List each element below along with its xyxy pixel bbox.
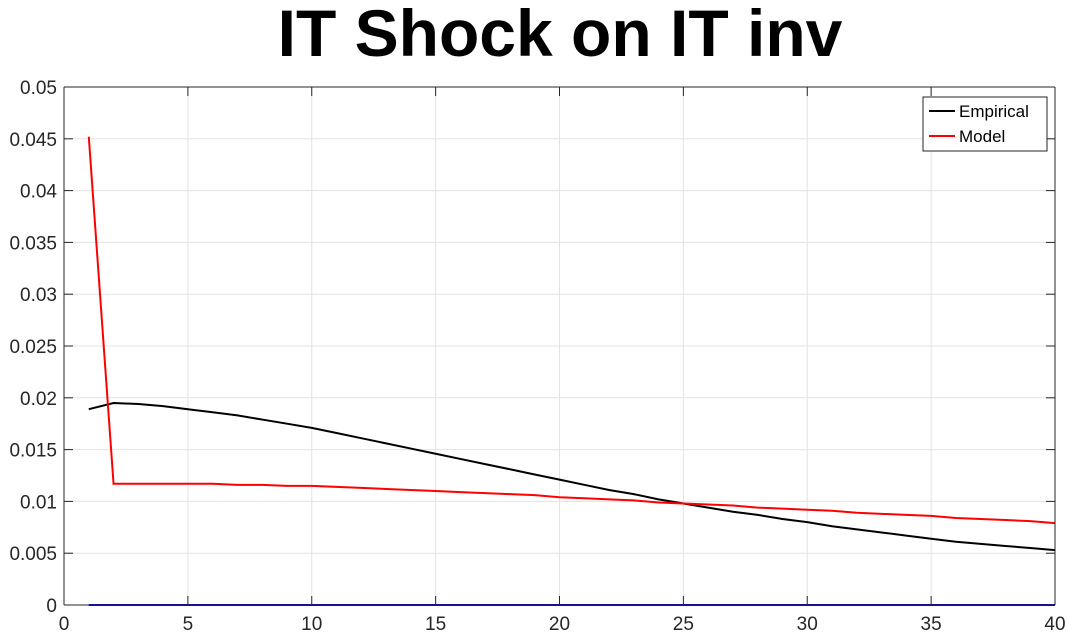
legend-label-empirical: Empirical bbox=[959, 102, 1029, 121]
legend: Empirical Model bbox=[922, 96, 1048, 152]
x-tick-label: 25 bbox=[673, 614, 694, 634]
x-tick-label: 40 bbox=[1044, 614, 1065, 634]
y-tick-label: 0.015 bbox=[9, 441, 57, 462]
grid bbox=[63, 86, 1056, 606]
series-line-model bbox=[87, 136, 1056, 525]
series-lines bbox=[87, 136, 1056, 606]
x-tick-label: 0 bbox=[59, 614, 70, 634]
y-tick-label: 0.02 bbox=[20, 389, 57, 410]
chart-title: IT Shock on IT inv bbox=[278, 0, 843, 70]
x-tick-label: 30 bbox=[797, 614, 818, 634]
y-tick-label: 0.03 bbox=[20, 285, 57, 306]
x-tick-label: 35 bbox=[921, 614, 942, 634]
tick-labels: 0 5 10 15 20 25 30 35 40 0 0.005 0.01 0.015 0.02 0.025… bbox=[9, 78, 1065, 634]
legend-label-model: Model bbox=[959, 127, 1005, 146]
y-tick-label: 0.05 bbox=[20, 78, 57, 99]
series-line-empirical bbox=[88, 401, 1056, 552]
y-tick-label: 0.045 bbox=[9, 130, 57, 151]
axes bbox=[63, 86, 1056, 606]
y-tick-label: 0.04 bbox=[20, 182, 57, 203]
x-tick-label: 10 bbox=[301, 614, 322, 634]
y-tick-label: 0.005 bbox=[9, 544, 57, 565]
y-tick-label: 0.01 bbox=[20, 492, 57, 513]
y-tick-label: 0.025 bbox=[9, 337, 57, 358]
x-tick-label: 20 bbox=[549, 614, 570, 634]
y-tick-label: 0 bbox=[46, 596, 57, 617]
x-tick-label: 5 bbox=[183, 614, 194, 634]
legend-box bbox=[922, 96, 1048, 152]
x-tick-label: 15 bbox=[425, 614, 446, 634]
y-tick-label: 0.035 bbox=[9, 233, 57, 254]
